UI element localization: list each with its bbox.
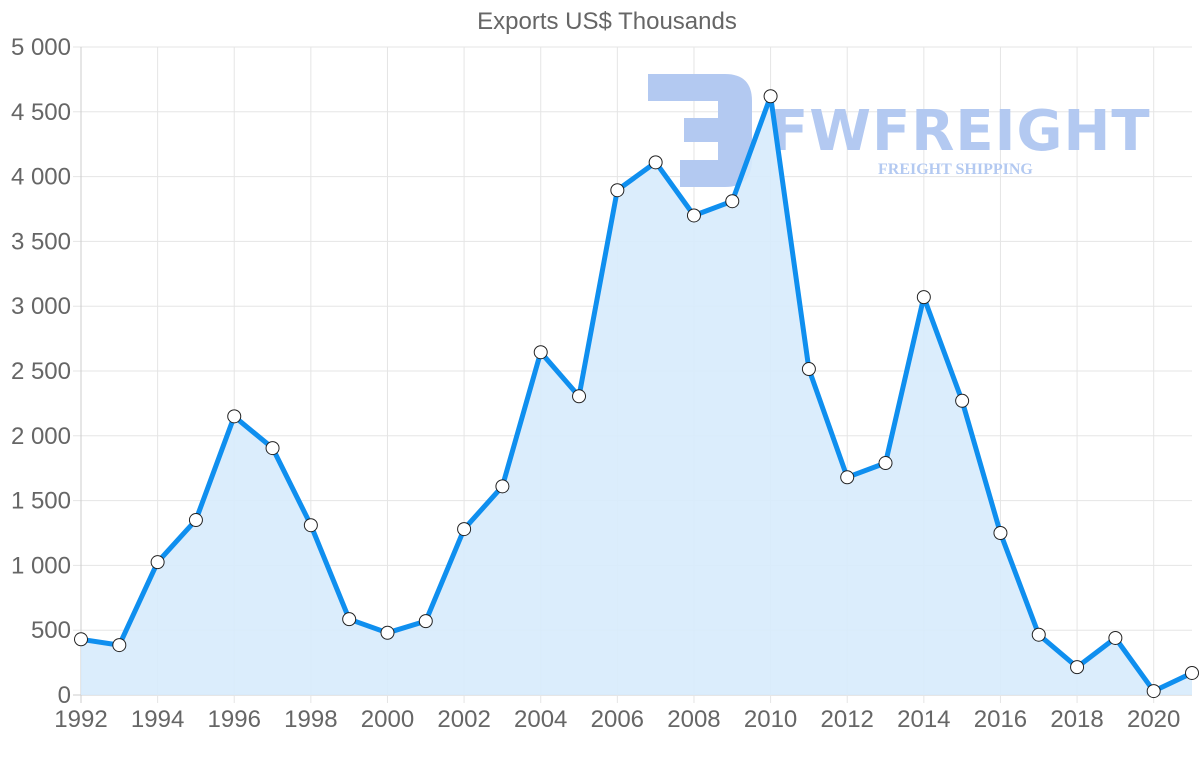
data-point-1997[interactable] <box>265 441 280 456</box>
x-axis-ticks: 1992 1994 1996 1998 2000 2002 2004 2006 2008 2010… <box>54 706 1180 733</box>
data-point-2019[interactable] <box>1108 630 1123 645</box>
data-point-1995[interactable] <box>188 513 203 528</box>
x-tick-label: 1994 <box>131 706 184 733</box>
data-point-2017[interactable] <box>1031 627 1046 642</box>
x-tick-label: 2010 <box>744 706 797 733</box>
y-tick-label: 4 500 <box>11 99 71 126</box>
y-tick-label: 2 500 <box>11 358 71 385</box>
data-point-2018[interactable] <box>1070 660 1085 675</box>
y-tick-label: 5 000 <box>11 34 71 61</box>
data-line <box>80 93 1194 694</box>
data-point-2009[interactable] <box>725 194 740 209</box>
data-point-1992[interactable] <box>74 632 88 647</box>
data-point-2013[interactable] <box>878 456 893 471</box>
data-point-2015[interactable] <box>955 393 970 408</box>
data-point-2006[interactable] <box>610 183 625 198</box>
chart-title: Exports US$ Thousands <box>477 8 737 35</box>
data-point-2005[interactable] <box>572 389 587 404</box>
data-point-2002[interactable] <box>457 522 472 537</box>
watermark-tagline: FREIGHT SHIPPING <box>878 161 1033 178</box>
x-tick-label: 2014 <box>897 706 950 733</box>
data-point-2000[interactable] <box>380 625 395 640</box>
data-point-2021[interactable] <box>1185 665 1199 680</box>
data-point-1994[interactable] <box>150 555 165 570</box>
y-tick-label: 4 000 <box>11 164 71 191</box>
y-tick-label: 1 500 <box>11 488 71 515</box>
watermark-logo: FWFREIGHT FREIGHT SHIPPING <box>648 74 1151 187</box>
y-tick-label: 1 000 <box>11 552 71 579</box>
data-point-2003[interactable] <box>495 479 510 494</box>
y-tick-label: 3 000 <box>11 293 71 320</box>
x-tick-label: 2004 <box>514 706 567 733</box>
data-point-2008[interactable] <box>686 208 701 223</box>
data-point-2011[interactable] <box>801 362 816 377</box>
watermark-logo-icon <box>648 74 752 187</box>
x-tick-label: 2002 <box>437 706 490 733</box>
x-tick-label: 2018 <box>1050 706 1103 733</box>
y-axis-ticks: 0 500 1 000 1 500 2 000 2 500 3 000 3 500 4 000 4… <box>11 34 71 709</box>
data-point-2004[interactable] <box>533 345 548 360</box>
y-tick-label: 2 000 <box>11 423 71 450</box>
data-point-2007[interactable] <box>648 155 663 170</box>
data-point-2014[interactable] <box>916 290 931 305</box>
data-point-2016[interactable] <box>993 526 1008 540</box>
data-point-2020[interactable] <box>1146 684 1161 699</box>
x-tick-label: 2000 <box>361 706 414 733</box>
y-tick-label: 500 <box>31 617 71 644</box>
data-point-1998[interactable] <box>303 518 318 533</box>
data-point-1993[interactable] <box>112 638 127 653</box>
x-tick-label: 2012 <box>821 706 874 733</box>
data-point-2010[interactable] <box>763 89 778 104</box>
data-point-markers <box>74 89 1199 699</box>
x-tick-label: 2006 <box>591 706 644 733</box>
x-tick-label: 1992 <box>54 706 107 733</box>
y-tick-label: 0 <box>58 682 71 709</box>
data-point-1999[interactable] <box>342 612 357 627</box>
data-point-1996[interactable] <box>227 409 242 424</box>
x-tick-label: 2008 <box>667 706 720 733</box>
area-fill <box>81 96 1192 695</box>
watermark-brand: FWFREIGHT <box>770 99 1151 164</box>
data-point-2012[interactable] <box>840 470 855 485</box>
x-tick-label: 2020 <box>1127 706 1180 733</box>
y-tick-label: 3 500 <box>11 228 71 255</box>
x-tick-label: 1998 <box>284 706 337 733</box>
x-tick-label: 1996 <box>208 706 261 733</box>
data-point-2001[interactable] <box>418 614 433 629</box>
x-tick-label: 2016 <box>974 706 1027 733</box>
